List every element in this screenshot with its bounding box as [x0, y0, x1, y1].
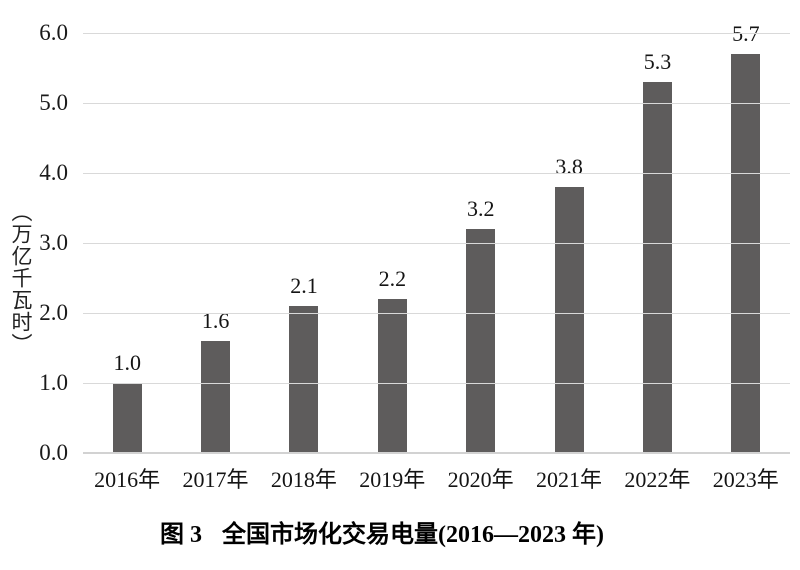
bar-group: 1.0 2016年 — [83, 33, 171, 493]
bar — [289, 306, 319, 453]
bar-group: 5.3 2022年 — [613, 33, 701, 493]
figure-caption-label: 图 3 — [160, 522, 202, 548]
bar-group: 3.2 2020年 — [437, 33, 525, 493]
bar-group: 2.2 2019年 — [348, 33, 436, 493]
y-axis-tick-label: 3.0 — [39, 230, 68, 255]
bar-value-label: 5.7 — [732, 21, 760, 46]
x-axis-tick-label: 2023年 — [712, 467, 779, 492]
bar-value-label: 2.1 — [290, 273, 318, 298]
y-axis-tick-label: 1.0 — [39, 370, 68, 395]
y-gridline — [83, 383, 790, 384]
x-axis-tick-label: 2017年 — [182, 467, 249, 492]
x-axis-tick-label: 2020年 — [447, 467, 514, 492]
bar — [112, 383, 142, 453]
x-axis-tick-label: 2021年 — [536, 467, 603, 492]
y-axis-unit-label: （万亿千瓦时） — [9, 200, 33, 355]
bar-value-label: 1.6 — [201, 308, 230, 333]
x-axis-line — [83, 452, 790, 454]
bar-value-label: 3.2 — [466, 196, 495, 221]
bar-value-label: 1.0 — [113, 350, 141, 375]
bar-group: 3.8 2021年 — [525, 33, 613, 493]
x-axis-tick-label: 2016年 — [94, 467, 161, 492]
bar — [731, 54, 761, 453]
bar-group: 1.6 2017年 — [171, 33, 259, 493]
figure-caption: 图 3 全国市场化交易电量(2016—2023 年) — [0, 514, 800, 549]
y-axis-tick-label: 0.0 — [39, 440, 68, 465]
x-axis-tick-label: 2019年 — [359, 467, 426, 492]
bar-value-label: 3.8 — [555, 154, 583, 179]
figure-caption-title: 全国市场化交易电量(2016—2023 年) — [222, 522, 604, 548]
y-axis-tick-label: 4.0 — [39, 160, 68, 185]
bar — [201, 341, 231, 453]
plot-area: 1.0 2016年 1.6 2017年 2.1 2018年 2.2 2019年 3.2 2020年… — [39, 20, 790, 493]
bar — [377, 299, 407, 453]
bar — [642, 82, 672, 453]
bar-group: 5.7 2023年 — [702, 22, 790, 493]
y-gridline — [83, 173, 790, 174]
x-axis-tick-label: 2018年 — [270, 467, 337, 492]
bars-row: 1.0 2016年 1.6 2017年 2.1 2018年 2.2 2019年 3.2 2020年… — [83, 22, 790, 493]
y-gridline — [83, 313, 790, 314]
y-gridline — [83, 103, 790, 104]
bar — [554, 187, 584, 453]
y-axis-tick-label: 6.0 — [39, 20, 68, 45]
y-gridline — [83, 243, 790, 244]
y-gridline — [83, 33, 790, 34]
y-axis-tick-label: 2.0 — [39, 300, 68, 325]
bar-value-label: 5.3 — [643, 49, 672, 74]
x-axis-tick-label: 2022年 — [624, 467, 691, 492]
y-axis-tick-label: 5.0 — [39, 90, 68, 115]
bar-value-label: 2.2 — [378, 266, 407, 291]
bar-group: 2.1 2018年 — [260, 33, 348, 493]
bar — [466, 229, 496, 453]
